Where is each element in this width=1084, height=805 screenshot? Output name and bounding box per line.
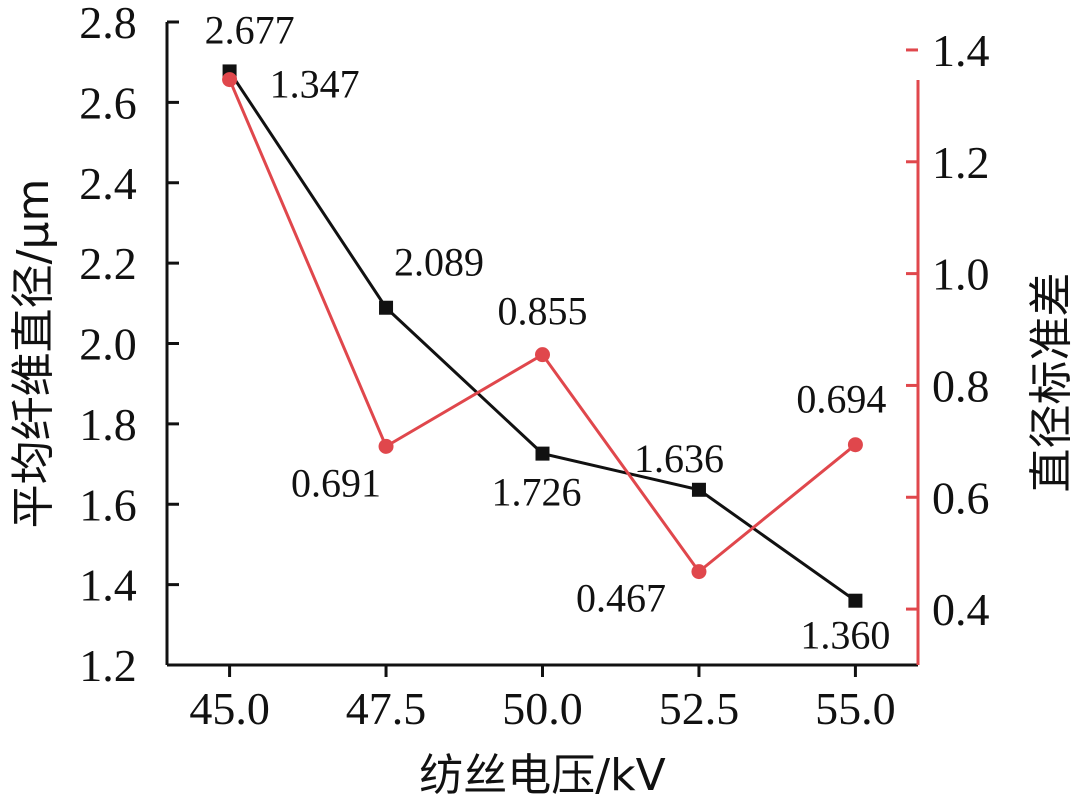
- std-deviation-point: [222, 72, 238, 88]
- left-y-tick-label: 2.0: [79, 319, 137, 370]
- std-deviation-point: [378, 438, 394, 454]
- std-deviation-data-label: 0.467: [576, 576, 666, 621]
- mean-diameter-point: [691, 482, 706, 497]
- x-axis-title: 纺丝电压/kV: [419, 750, 665, 801]
- left-y-tick-label: 1.4: [79, 560, 137, 611]
- left-y-tick-label: 2.4: [79, 158, 137, 209]
- left-y-axis-title: 平均纤维直径/μm: [8, 179, 59, 529]
- left-y-tick-label: 2.2: [79, 238, 137, 289]
- right-y-tick-label: 1.4: [932, 25, 990, 76]
- x-tick-label: 55.0: [815, 683, 896, 734]
- left-y-tick-label: 2.6: [79, 77, 137, 128]
- std-deviation-point: [691, 564, 707, 580]
- left-y-tick-label: 1.6: [79, 479, 137, 530]
- std-deviation-point: [847, 437, 863, 453]
- axes-group: [165, 22, 920, 667]
- std-deviation-data-label: 0.694: [796, 377, 886, 422]
- series-lines-group: [228, 70, 857, 602]
- mean-diameter-point: [848, 593, 863, 608]
- series-markers-group: [222, 64, 863, 608]
- left-y-tick-label: 1.2: [79, 640, 137, 691]
- x-tick-label: 52.5: [659, 683, 740, 734]
- std-deviation-data-label: 0.691: [291, 460, 381, 505]
- x-tick-label: 50.0: [502, 683, 583, 734]
- mean-diameter-data-label: 2.089: [394, 240, 484, 285]
- right-y-tick-label: 0.6: [932, 472, 990, 523]
- right-y-tick-label: 1.0: [932, 249, 990, 300]
- x-tick-label: 45.0: [189, 683, 270, 734]
- ticks-group: 1.2 1.4 1.6 1.8 2.0 2.2 2.4 2.6 2.8 0.4 0.6 0.8 1.0 1…: [79, 0, 989, 734]
- right-y-tick-label: 0.4: [932, 584, 990, 635]
- std-deviation-data-label: 0.855: [498, 289, 588, 334]
- mean-diameter-data-label: 1.360: [800, 613, 890, 658]
- mean-diameter-data-label: 1.636: [634, 436, 724, 481]
- x-tick-label: 47.5: [346, 683, 427, 734]
- std-deviation-data-label: 1.347: [270, 62, 360, 107]
- right-y-axis-title: 直径标准差: [1026, 273, 1077, 493]
- right-y-tick-label: 1.2: [932, 137, 990, 188]
- left-y-tick-label: 1.8: [79, 399, 137, 450]
- left-y-tick-label: 2.8: [79, 0, 137, 48]
- mean-diameter-data-label: 1.726: [492, 470, 582, 515]
- data-labels-group: 2.677 2.089 1.726 1.636 1.360 1.347 0.691 0.855…: [205, 7, 891, 657]
- std-deviation-point: [535, 347, 550, 363]
- mean-diameter-point: [535, 446, 550, 461]
- right-y-tick-label: 0.8: [932, 360, 990, 411]
- mean-diameter-data-label: 2.677: [205, 7, 295, 52]
- mean-diameter-point: [379, 300, 394, 315]
